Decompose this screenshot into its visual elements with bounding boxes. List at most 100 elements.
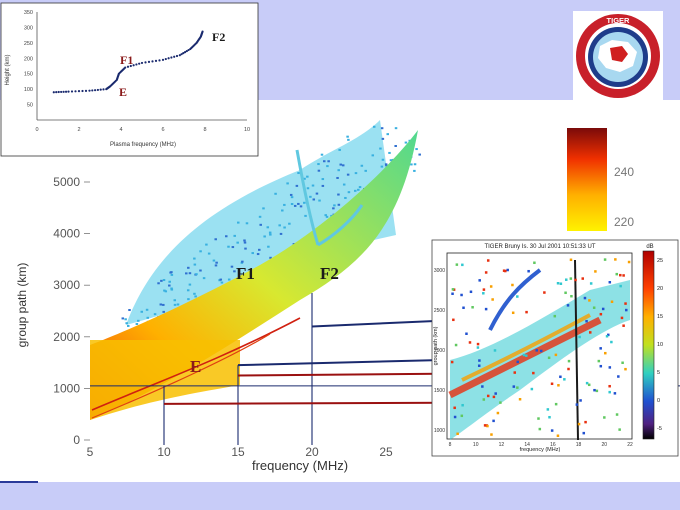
profile-point	[154, 59, 158, 62]
main-scatter-speck	[379, 147, 382, 150]
main-scatter-speck	[274, 192, 277, 195]
backscatter-speck	[489, 285, 493, 288]
backscatter-speck	[583, 296, 587, 300]
main-scatter-speck	[342, 183, 346, 186]
backscatter-speck	[617, 375, 620, 378]
main-scatter-speck	[199, 269, 202, 272]
main-scatter-speck	[186, 289, 190, 292]
main-y-tick: 3000	[53, 278, 80, 292]
main-y-tick: 0	[73, 433, 80, 447]
main-scatter-speck	[146, 316, 149, 319]
profile-point	[84, 89, 88, 92]
backscatter-speck	[490, 433, 493, 436]
main-scatter-speck	[262, 207, 265, 210]
profile-y-tick: 150	[24, 72, 33, 78]
main-scatter-speck	[185, 272, 188, 275]
profile-point	[147, 60, 151, 63]
profile-point	[91, 89, 94, 92]
main-scatter-speck	[286, 182, 289, 185]
backscatter-speck	[493, 349, 497, 352]
main-scatter-speck	[381, 137, 385, 140]
backscatter-x-tick: 8	[449, 442, 452, 448]
main-scatter-speck	[187, 298, 190, 301]
main-scatter-speck	[357, 188, 360, 191]
backscatter-speck	[486, 424, 489, 428]
backscatter-colorbar	[642, 250, 655, 440]
main-scatter-speck	[380, 165, 384, 168]
profile-point	[167, 57, 170, 60]
main-y-tick: 5000	[53, 175, 80, 189]
backscatter-echo-band	[450, 280, 630, 440]
backscatter-speck	[451, 288, 455, 291]
main-scatter-speck	[194, 295, 197, 298]
backscatter-colorbar-tick: 25	[657, 258, 663, 264]
profile-point	[144, 61, 147, 64]
backscatter-speck	[543, 291, 546, 294]
main-scatter-speck	[199, 250, 202, 253]
main-scatter-speck	[188, 272, 192, 275]
profile-x-tick: 2	[77, 127, 80, 133]
backscatter-speck	[603, 258, 607, 261]
backscatter-speck	[477, 364, 481, 367]
main-y-tick: 1000	[53, 381, 80, 395]
backscatter-upper-trace	[488, 268, 542, 331]
backscatter-speck	[511, 283, 514, 287]
main-scatter-speck	[237, 221, 240, 224]
backscatter-speck	[494, 392, 497, 395]
profile-point	[62, 90, 65, 93]
profile-y-tick: 300	[24, 25, 33, 31]
main-scatter-speck	[193, 263, 197, 266]
main-scatter-speck	[193, 292, 196, 295]
main-scatter-speck	[135, 322, 139, 325]
globe-landmass	[610, 46, 628, 62]
main-scatter-speck	[168, 280, 171, 283]
profile-point	[57, 90, 60, 94]
main-scatter-speck	[140, 310, 144, 313]
main-scatter-speck	[225, 235, 228, 238]
main-scatter-speck	[241, 260, 244, 263]
main-scatter-speck	[410, 163, 413, 166]
main-scatter-speck	[304, 214, 307, 217]
backscatter-speck	[538, 427, 542, 431]
backscatter-y-tick: 3000	[434, 268, 445, 274]
backscatter-y-tick: 1500	[434, 388, 445, 394]
main-scatter-speck	[344, 196, 347, 199]
backscatter-speck	[578, 335, 581, 339]
main-scatter-speck	[347, 191, 351, 194]
backscatter-speck	[516, 386, 519, 389]
main-scatter-speck	[268, 231, 272, 234]
main-scatter-speck	[358, 186, 362, 189]
main-scatter-speck	[233, 270, 236, 273]
backscatter-speck	[615, 272, 619, 276]
main-scatter-speck	[283, 226, 286, 229]
main-scatter-speck	[244, 247, 247, 250]
main-scatter-speck	[256, 253, 260, 256]
main-scatter-speck	[163, 289, 166, 292]
backscatter-x-tick: 16	[550, 442, 556, 448]
main-scatter-speck	[266, 226, 270, 229]
main-scatter-speck	[321, 178, 325, 181]
backscatter-speck	[564, 291, 567, 295]
backscatter-speck	[563, 378, 566, 381]
main-scatter-speck	[227, 245, 230, 248]
backscatter-speck	[581, 277, 584, 280]
main-scatter-speck	[205, 243, 208, 246]
main-scatter-speck	[337, 203, 341, 206]
main-scatter-speck	[128, 309, 131, 312]
backscatter-speck	[575, 403, 579, 406]
backscatter-speck	[454, 343, 458, 347]
backscatter-speck	[460, 414, 464, 418]
backscatter-speck	[481, 385, 484, 388]
main-x-tick: 10	[157, 445, 171, 459]
backscatter-speck	[608, 281, 612, 284]
backscatter-speck	[537, 417, 540, 420]
main-scatter-speck	[295, 184, 299, 187]
main-scatter-speck	[338, 148, 341, 151]
bottom-band	[0, 482, 680, 510]
main-scatter-speck	[207, 252, 211, 255]
main-scatter-speck	[347, 138, 350, 141]
main-scatter-speck	[325, 215, 329, 218]
profile-x-tick: 4	[119, 127, 122, 133]
backscatter-speck	[577, 422, 581, 426]
backscatter-speck	[556, 281, 560, 285]
